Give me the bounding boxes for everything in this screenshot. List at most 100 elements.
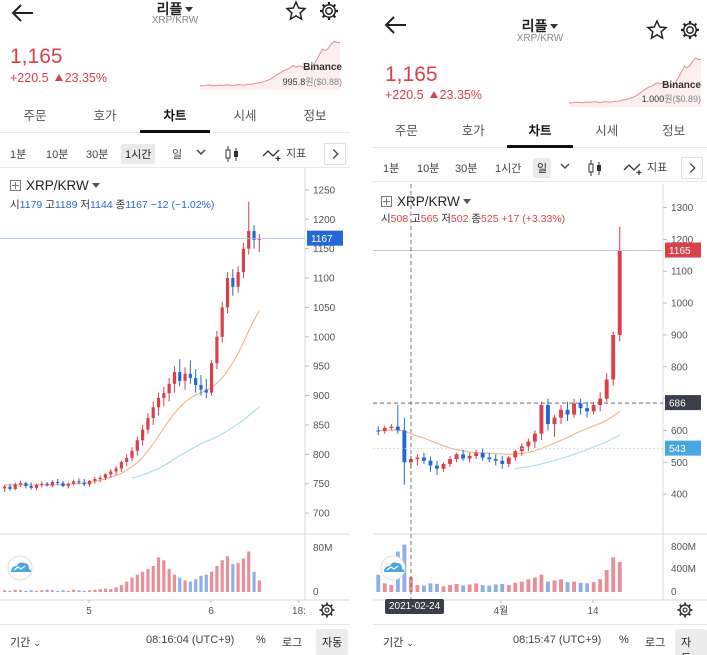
volume-bar (215, 566, 219, 592)
volume-tick-label: 800M (671, 542, 696, 553)
settings-gear-icon[interactable] (679, 19, 701, 41)
candle (204, 379, 208, 399)
tab-info[interactable]: 정보 (303, 109, 327, 123)
back-arrow-icon[interactable] (383, 14, 409, 36)
interval-1min[interactable]: 1분 (383, 163, 400, 175)
candle-body (480, 452, 485, 458)
candle-body (572, 403, 577, 415)
volume-bar (130, 577, 134, 592)
chart-symbol[interactable]: XRP/KRW (10, 178, 100, 193)
candle (125, 454, 129, 467)
top-header: 리플 XRP/KRW (0, 0, 350, 40)
chart-toolbar: 1분 10분 30분 1시간 일 지표 (0, 140, 350, 168)
candle-body (402, 430, 407, 463)
up-triangle-icon (429, 91, 438, 98)
price-tick-label: 1300 (671, 203, 694, 214)
back-arrow-icon[interactable] (10, 2, 36, 24)
price-tick-label: 1000 (313, 332, 336, 343)
auto-scale-button[interactable]: 자동 (316, 629, 349, 655)
candle (82, 479, 86, 487)
indicator-icon[interactable] (623, 160, 645, 176)
settings-gear-icon[interactable] (318, 0, 340, 22)
auto-scale-button[interactable]: 자동 (675, 629, 707, 655)
candle (559, 404, 563, 425)
tab-order[interactable]: 주문 (394, 124, 418, 138)
log-scale-toggle[interactable]: 로그 (282, 637, 303, 649)
interval-30min[interactable]: 30분 (455, 163, 478, 175)
price-tick-label: 1250 (313, 185, 336, 196)
tab-info[interactable]: 정보 (662, 124, 686, 138)
candle (114, 466, 118, 475)
candle (87, 480, 92, 487)
indicator-label[interactable]: 지표 (286, 148, 307, 160)
current-price-label-text: 1167 (311, 234, 333, 245)
volume-tick-label: 400M (671, 564, 696, 575)
candle-type-icon[interactable] (224, 145, 240, 163)
tab-market-price[interactable]: 시세 (595, 124, 619, 138)
cloud-icon (11, 562, 32, 572)
candle-body (591, 404, 596, 412)
chart-symbol[interactable]: XRP/KRW (381, 194, 471, 209)
candle-body (114, 468, 118, 472)
indicator-label[interactable]: 지표 (647, 162, 668, 174)
indicator-icon[interactable] (262, 146, 284, 162)
volume-bar (204, 574, 208, 592)
candle (135, 436, 139, 456)
candle (167, 377, 171, 402)
interval-30min[interactable]: 30분 (86, 149, 109, 161)
crosshair-price-label-bg (665, 395, 701, 411)
candle (532, 430, 537, 448)
candle (389, 424, 394, 431)
cloud-line (13, 565, 26, 571)
candlestick-chart[interactable]: 1300120011001000900800700600500400800M40… (373, 184, 707, 624)
candle-body (141, 429, 145, 441)
percent-toggle[interactable]: % (256, 634, 266, 646)
candle (611, 331, 616, 386)
candle (225, 272, 230, 314)
drawing-tools-icon[interactable] (380, 555, 406, 581)
coin-title[interactable]: 리플 (373, 16, 707, 36)
drawing-tools-icon[interactable] (7, 555, 33, 581)
interval-day[interactable]: 일 (533, 158, 552, 178)
gear-tooth (321, 604, 325, 608)
volume-bar (252, 571, 256, 592)
period-selector[interactable]: 기간 ⌄ (383, 637, 414, 649)
interval-chevron-down-icon[interactable] (196, 147, 206, 157)
interval-1min[interactable]: 1분 (10, 149, 27, 161)
toolbar-next-button[interactable] (681, 157, 703, 179)
interval-1hour[interactable]: 1시간 (495, 163, 522, 175)
candle (66, 482, 70, 489)
interval-day[interactable]: 일 (172, 149, 183, 161)
candle (247, 201, 251, 255)
chart-settings-gear-icon[interactable] (677, 602, 693, 618)
interval-10min[interactable]: 10분 (46, 149, 69, 161)
tab-orderbook[interactable]: 호가 (461, 124, 485, 138)
bottom-bar: 기간 ⌄ 08:15:47 (UTC+9) % 로그 자동 (373, 624, 707, 655)
tab-market-price[interactable]: 시세 (233, 109, 257, 123)
tab-order[interactable]: 주문 (23, 109, 47, 123)
interval-1hour[interactable]: 1시간 (121, 144, 156, 164)
tab-chart[interactable]: 차트 (506, 116, 574, 148)
coin-title[interactable]: 리플 (0, 0, 350, 19)
favorite-star-icon[interactable] (285, 0, 307, 22)
candlestick-chart[interactable]: 1250 1200 1150 1100 1050 1000 950 900 850 800 750 7… (0, 168, 350, 624)
current-price: 1,165 (10, 45, 63, 68)
volume-bar (141, 571, 145, 592)
log-scale-toggle[interactable]: 로그 (645, 637, 666, 649)
volume-bar (13, 589, 17, 592)
chart-settings-gear-icon[interactable] (319, 602, 335, 618)
period-selector[interactable]: 기간 ⌄ (10, 637, 41, 649)
tab-chart[interactable]: 차트 (140, 101, 210, 133)
candle-type-icon[interactable] (587, 159, 603, 177)
percent-toggle[interactable]: % (619, 634, 629, 646)
volume-bar (188, 581, 192, 592)
gear-tooth (687, 604, 691, 608)
interval-chevron-down-icon[interactable] (560, 161, 570, 171)
toolbar-next-button[interactable] (324, 143, 346, 165)
volume-bar (66, 590, 70, 592)
tab-orderbook[interactable]: 호가 (93, 109, 117, 123)
interval-10min[interactable]: 10분 (417, 163, 440, 175)
volume-bar (376, 574, 381, 592)
crosshair-price-label: 686 (665, 395, 701, 411)
favorite-star-icon[interactable] (646, 19, 668, 41)
